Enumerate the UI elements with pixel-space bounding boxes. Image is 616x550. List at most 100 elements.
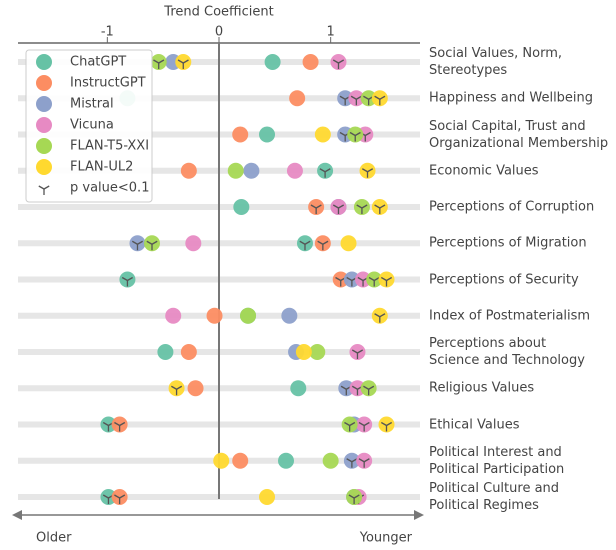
significance-stroke xyxy=(182,59,189,64)
dot xyxy=(264,54,281,70)
significance-stroke xyxy=(151,240,158,245)
significance-stroke xyxy=(356,204,363,209)
dot xyxy=(371,307,388,324)
significance-stroke xyxy=(335,276,342,282)
legend-label: ChatGPT xyxy=(70,55,126,70)
dot xyxy=(343,271,360,288)
legend-label: FLAN-UL2 xyxy=(70,160,133,175)
significance-stroke xyxy=(379,313,386,318)
dot xyxy=(349,344,366,360)
dot xyxy=(371,90,388,107)
significance-stroke xyxy=(43,185,50,190)
significance-marker xyxy=(299,240,311,251)
significance-marker xyxy=(344,421,356,432)
significance-stroke xyxy=(127,276,133,282)
dot xyxy=(168,380,185,397)
significance-marker xyxy=(380,421,393,432)
significance-stroke xyxy=(324,168,331,173)
dot xyxy=(111,489,128,505)
legend-swatch xyxy=(36,138,52,154)
dot xyxy=(119,271,136,288)
significance-marker xyxy=(317,240,329,251)
dot xyxy=(314,235,331,252)
dot xyxy=(314,126,331,143)
significance-marker xyxy=(374,313,386,323)
dot xyxy=(337,90,354,107)
significance-stroke xyxy=(373,276,380,282)
significance-marker xyxy=(349,131,361,142)
dot xyxy=(308,199,325,215)
significance-marker xyxy=(171,385,183,396)
significance-marker xyxy=(358,421,370,432)
category-label: Social Capital, Trust and Organizational… xyxy=(429,118,609,151)
dot xyxy=(347,126,364,143)
category-label: Index of Postmaterialism xyxy=(429,308,591,324)
dot xyxy=(330,54,347,70)
dot xyxy=(332,271,349,288)
legend-label: p value<0.1 xyxy=(70,181,149,196)
x-tick-label: 0 xyxy=(215,25,223,40)
significance-stroke xyxy=(386,276,393,282)
significance-stroke xyxy=(317,240,324,245)
significance-stroke xyxy=(310,204,317,209)
dot xyxy=(281,307,298,324)
significance-marker xyxy=(332,59,345,69)
significance-marker xyxy=(346,458,358,468)
dot xyxy=(185,235,202,252)
significance-stroke xyxy=(356,95,362,100)
dot xyxy=(349,380,366,397)
significance-marker xyxy=(114,421,126,432)
significance-marker xyxy=(121,276,133,287)
x-tick-label: 1 xyxy=(327,25,335,40)
category-label: Political Interest and Political Partici… xyxy=(429,444,565,477)
legend-label: Mistral xyxy=(70,97,114,112)
significance-marker xyxy=(177,59,189,69)
dot xyxy=(353,199,370,215)
significance-stroke xyxy=(368,385,375,390)
significance-marker xyxy=(380,276,393,287)
significance-stroke xyxy=(38,185,45,190)
legend-swatch xyxy=(36,54,52,70)
dot xyxy=(187,380,204,397)
significance-stroke xyxy=(358,458,365,463)
dot xyxy=(338,380,355,397)
legend-label: FLAN-T5-XXI xyxy=(70,139,149,154)
significance-stroke xyxy=(315,204,322,209)
dot xyxy=(180,344,197,360)
dot xyxy=(356,416,373,433)
significance-stroke xyxy=(346,458,353,463)
significance-stroke xyxy=(102,494,109,499)
category-label: Perceptions of Migration xyxy=(429,235,587,251)
dot xyxy=(240,307,257,324)
dot xyxy=(175,54,192,70)
dot xyxy=(296,235,313,252)
dot xyxy=(100,416,117,433)
dot xyxy=(129,235,146,252)
significance-stroke xyxy=(367,168,374,173)
dot xyxy=(157,344,174,360)
significance-marker xyxy=(146,240,158,251)
significance-stroke xyxy=(131,240,138,245)
significance-marker xyxy=(348,494,360,504)
significance-stroke xyxy=(386,421,393,427)
dot xyxy=(206,307,223,324)
younger-label: Younger xyxy=(359,531,413,546)
dot xyxy=(360,380,377,397)
significance-stroke xyxy=(349,421,356,427)
significance-stroke xyxy=(346,276,353,282)
significance-stroke xyxy=(319,168,326,173)
significance-marker xyxy=(131,240,144,251)
significance-stroke xyxy=(363,95,369,100)
dot xyxy=(302,54,319,70)
x-tick-label: -1 xyxy=(101,25,114,40)
significance-stroke xyxy=(299,240,306,245)
dot xyxy=(348,90,365,107)
dot xyxy=(243,162,260,179)
significance-marker xyxy=(368,276,380,287)
dot xyxy=(340,235,357,252)
significance-marker xyxy=(363,385,375,396)
significance-marker xyxy=(356,204,368,214)
significance-stroke xyxy=(137,240,144,245)
